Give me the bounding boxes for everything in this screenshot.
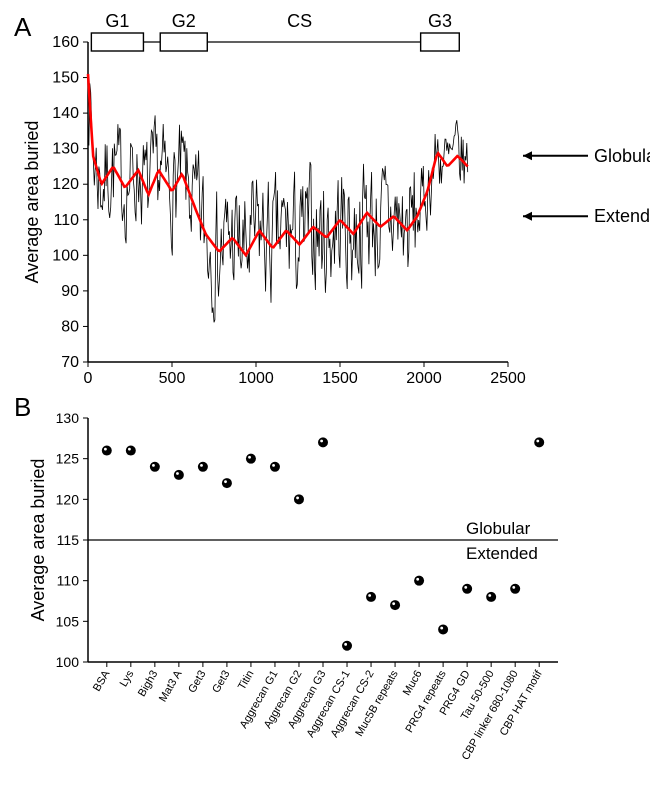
- panel-b-ytick: 100: [56, 654, 80, 670]
- panel-b-point: [150, 462, 160, 472]
- panel-b-xtick-label: Muc6: [401, 669, 425, 698]
- panel-b-point-highlight: [296, 497, 299, 500]
- panel-b-ytick: 115: [57, 532, 80, 548]
- panel-b-point: [126, 446, 136, 456]
- panel-a-ytick: 70: [61, 354, 79, 371]
- panel-b-point-highlight: [200, 464, 203, 467]
- panel-a-xtick: 0: [84, 370, 93, 387]
- panel-b-point-highlight: [248, 456, 251, 459]
- panel-a-ytick: 120: [52, 176, 79, 193]
- panel-b-point: [174, 470, 184, 480]
- panel-a-xtick: 500: [159, 370, 186, 387]
- panel-a-ytick: 130: [52, 141, 79, 158]
- figure-container: A B 70 80 90 100 110 120 130 140 150 160 0 500 1000 1…: [0, 0, 650, 796]
- panel-b-point-highlight: [128, 448, 131, 451]
- panel-b-extended-label: Extended: [466, 544, 538, 563]
- panel-b-point: [246, 454, 256, 464]
- domain-label-g3: G3: [428, 11, 452, 31]
- panel-b-ytick: 125: [56, 451, 80, 467]
- panel-b-ytick: 110: [57, 573, 80, 589]
- panel-b-point: [342, 641, 352, 651]
- panel-a-xtick: 2500: [490, 370, 526, 387]
- panel-b-ylabel: Average area buried: [28, 459, 48, 622]
- globular-label-arrowhead: [523, 151, 532, 160]
- panel-b-point-highlight: [464, 586, 467, 589]
- domain-box-g2: [160, 33, 207, 51]
- panel-b-xtick-label: Get3: [210, 669, 232, 696]
- panel-b-xtick-label: Lys: [118, 668, 137, 689]
- panel-b-ytick: 120: [56, 491, 80, 507]
- panel-a-ytick: 100: [52, 247, 79, 264]
- panel-a-xtick: 2000: [406, 370, 442, 387]
- domain-box-g1: [91, 33, 143, 51]
- panel-b-point: [462, 584, 472, 594]
- panel-a-ytick: 110: [53, 212, 79, 229]
- panel-a-ylabel: Average area buried: [22, 121, 42, 284]
- extended-label: Extended: [594, 206, 650, 226]
- panel-a-ytick: 160: [52, 34, 79, 51]
- panel-a-ytick: 140: [52, 105, 79, 122]
- panel-b-point-highlight: [440, 627, 443, 630]
- panel-a-xtick: 1000: [238, 370, 274, 387]
- domain-box-g3: [421, 33, 460, 51]
- panel-a-ytick: 80: [61, 318, 79, 335]
- panel-b-ytick: 130: [56, 410, 80, 426]
- panel-b-ytick: 105: [56, 613, 80, 629]
- panel-a-xtick: 1500: [322, 370, 358, 387]
- extended-label-arrowhead: [523, 212, 532, 221]
- domain-label-g1: G1: [105, 11, 129, 31]
- panel-b-point-highlight: [176, 472, 179, 475]
- panel-b-point-highlight: [104, 448, 107, 451]
- panel-b-point: [198, 462, 208, 472]
- panel-b-point-highlight: [152, 464, 155, 467]
- panel-a-letter: A: [14, 12, 31, 43]
- panel-b-point: [294, 494, 304, 504]
- panel-b-point: [366, 592, 376, 602]
- panel-b-point: [534, 437, 544, 447]
- panel-b-point-highlight: [224, 480, 227, 483]
- domain-label-cs: CS: [287, 11, 312, 31]
- domain-label-g2: G2: [172, 11, 196, 31]
- figure-svg: 70 80 90 100 110 120 130 140 150 160 0 500 1000 1500 2…: [0, 0, 650, 796]
- globular-label: Globular: [594, 146, 650, 166]
- panel-b-point: [414, 576, 424, 586]
- panel-b-point: [102, 446, 112, 456]
- panel-b-point: [318, 437, 328, 447]
- panel-b-point-highlight: [320, 440, 323, 443]
- panel-b-xtick-label: Titin: [236, 669, 257, 693]
- panel-a-ytick: 90: [61, 283, 79, 300]
- panel-b-point-highlight: [272, 464, 275, 467]
- panel-b-xtick-label: Bigh3: [136, 669, 160, 699]
- panel-b-point: [510, 584, 520, 594]
- panel-b-point-highlight: [512, 586, 515, 589]
- panel-b-point-highlight: [368, 594, 371, 597]
- panel-b-point: [222, 478, 232, 488]
- panel-b-point-highlight: [536, 440, 539, 443]
- panel-b-globular-label: Globular: [466, 519, 531, 538]
- panel-b-letter: B: [14, 392, 31, 423]
- panel-a-raw-trace: [88, 83, 468, 322]
- panel-b-point: [270, 462, 280, 472]
- panel-b-point-highlight: [344, 643, 347, 646]
- panel-b-xtick-label: BSA: [91, 668, 113, 694]
- panel-b-xtick-label: Get3: [186, 669, 208, 696]
- panel-b-point-highlight: [392, 602, 395, 605]
- panel-b-point-highlight: [416, 578, 419, 581]
- panel-b-point-highlight: [488, 594, 491, 597]
- panel-b-xtick-label: Mat3 A: [157, 668, 185, 704]
- panel-b-point: [438, 624, 448, 634]
- panel-a-ytick: 150: [52, 70, 79, 87]
- panel-b-point: [390, 600, 400, 610]
- panel-b-point: [486, 592, 496, 602]
